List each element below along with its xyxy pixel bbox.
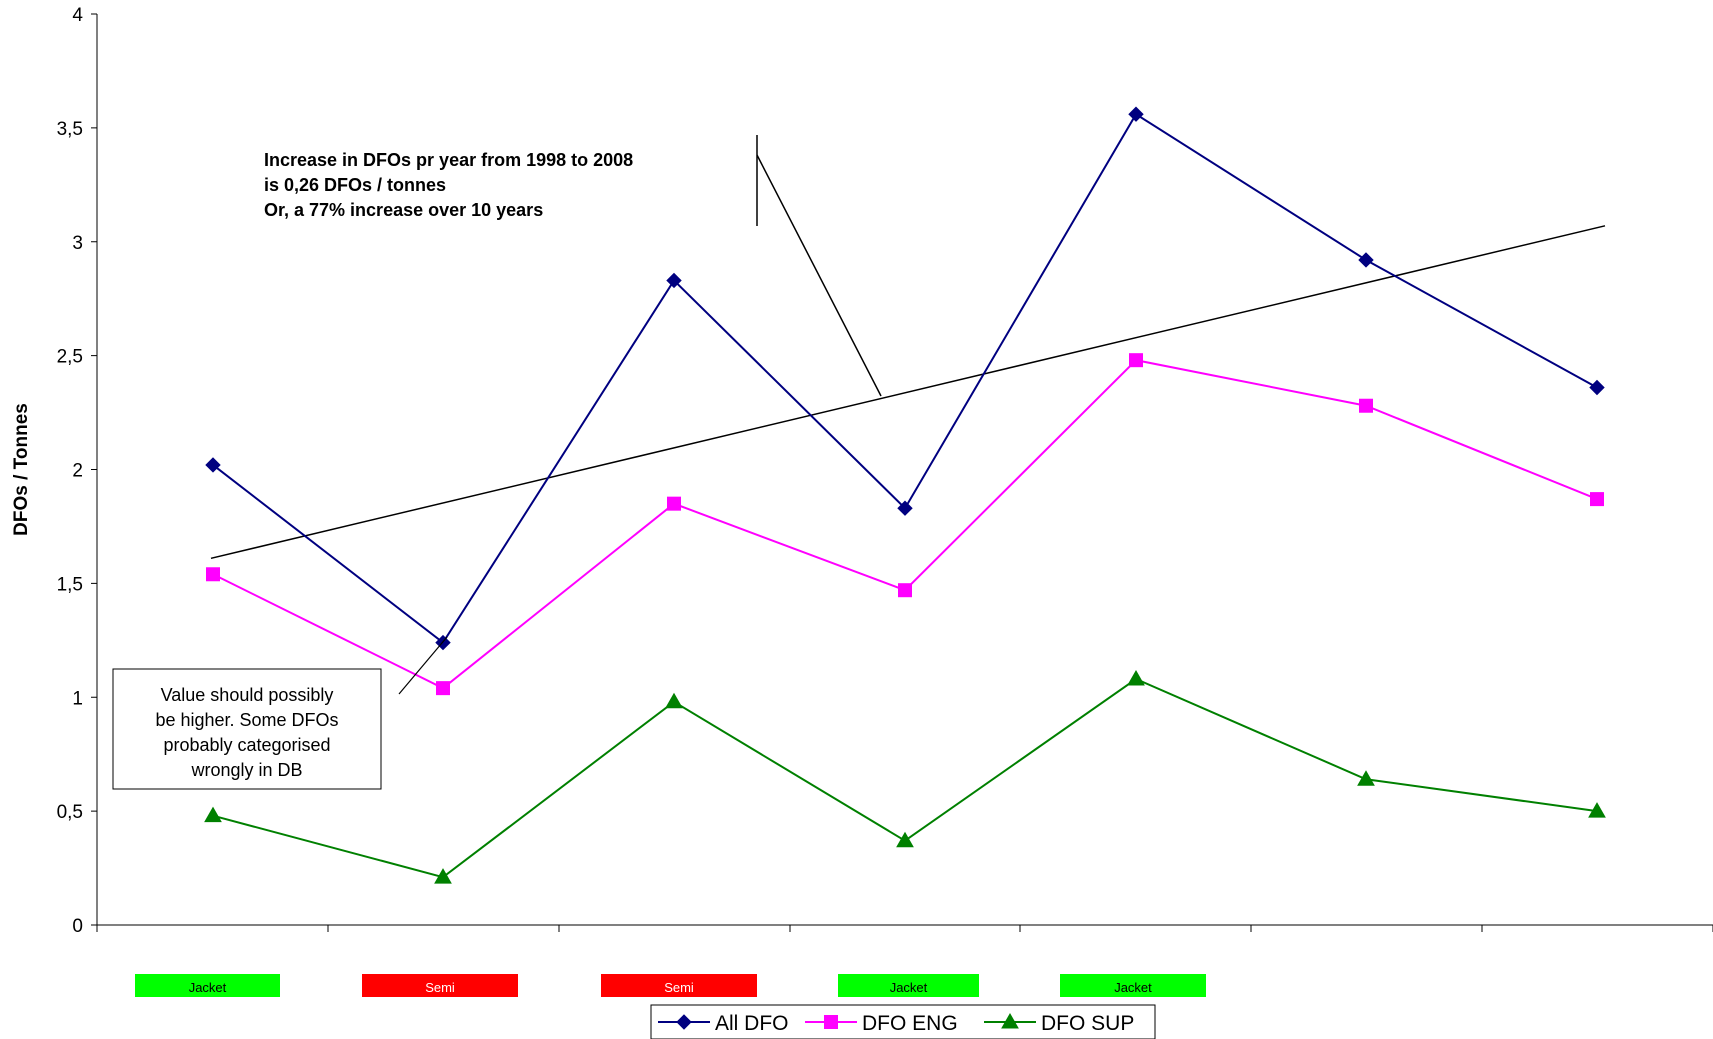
data-point-all-dfo [1128,106,1144,122]
value-note-line: wrongly in DB [190,760,302,780]
y-tick-label: 1,5 [57,574,83,595]
y-tick-label: 4 [72,5,83,26]
category-badge [601,974,757,997]
category-badge-label: Jacket [189,980,227,995]
trend-note-line: Increase in DFOs pr year from 1998 to 20… [264,150,633,170]
data-point-dfo-eng [1359,398,1373,413]
value-note-callout [398,636,448,695]
data-point-all-dfo [666,272,682,289]
data-point-dfo-eng [898,583,912,598]
data-point-dfo-sup [1357,770,1375,786]
data-point-all-dfo [205,457,221,473]
category-badge [135,974,280,997]
legend-label-dfo-sup: DFO SUP [1041,1012,1134,1035]
legend-label-dfo-eng: DFO ENG [862,1012,958,1035]
value-note-line: probably categorised [163,735,330,755]
trendline-layer [210,225,1606,560]
category-badge-label: Jacket [890,980,928,995]
legend-swatch-marker-all-dfo [676,1014,692,1030]
annotations: Increase in DFOs pr year from 1998 to 20… [112,135,882,790]
trend-note-line: Or, a 77% increase over 10 years [264,200,543,220]
data-point-dfo-sup [665,692,683,709]
category-badge-label: Semi [664,980,694,995]
y-tick-label: 0 [72,916,83,937]
legend: All DFO DFO ENG DFO SUP [650,1004,1156,1039]
series-dfo-sup [204,670,1606,884]
data-point-dfo-sup [434,868,452,884]
series-line-dfo-sup [212,677,1598,879]
y-tick-label: 2,5 [57,347,83,368]
legend-swatch-marker-dfo-eng [824,1015,838,1029]
category-badge-label: Jacket [1114,980,1152,995]
series-line-dfo-eng [212,359,1598,690]
series-layer [204,106,1606,884]
legend-swatch-marker-dfo-sup [1001,1012,1019,1029]
data-point-dfo-eng [206,567,220,582]
trendline [210,225,1606,560]
data-point-all-dfo [897,500,913,516]
y-tick-label: 3 [72,233,83,254]
data-point-dfo-eng [436,681,450,696]
category-badge [1060,974,1206,997]
data-point-dfo-sup [1588,802,1606,818]
y-tick-label: 1 [72,688,83,709]
data-point-dfo-eng [1129,353,1143,368]
data-point-dfo-sup [1127,670,1145,686]
value-note-box [112,668,382,790]
data-point-dfo-eng [1590,492,1604,507]
category-badge [362,974,518,997]
data-point-all-dfo [1589,379,1605,396]
data-point-all-dfo [1358,252,1374,268]
category-badge [838,974,979,997]
series-dfo-eng [206,353,1604,696]
y-tick-label: 0,5 [57,802,83,823]
category-badge-label: Semi [425,980,455,995]
trend-note-line: is 0,26 DFOs / tonnes [264,175,446,195]
legend-label-all-dfo: All DFO [715,1012,789,1035]
axes: 0 0,5 1 1,5 2 2,5 3 3,5 4 DFOs / Tonnes [11,5,1713,937]
data-point-dfo-sup [896,831,914,848]
legend-box [650,1004,1156,1039]
trend-note-callout [756,154,882,397]
value-note-line: Value should possibly [161,685,334,705]
y-tick-label: 2 [72,461,83,482]
data-point-dfo-eng [667,496,681,511]
y-axis-title: DFOs / Tonnes [11,403,32,536]
category-badges: Jacket Semi Semi Jacket Jacket [135,974,1206,997]
value-note-line: be higher. Some DFOs [155,710,338,730]
data-point-dfo-sup [204,806,222,823]
y-tick-label: 3,5 [57,119,83,140]
